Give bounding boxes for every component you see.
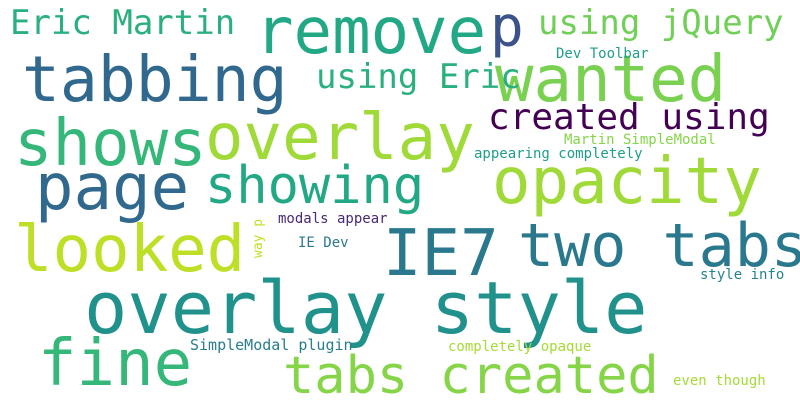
word-overlay: overlay — [205, 101, 475, 175]
word-opacity: opacity — [492, 145, 762, 219]
word-overlay-style: overlay style — [84, 266, 648, 350]
word-eric-martin: Eric Martin — [10, 3, 236, 43]
word-using-eric: using Eric — [316, 57, 521, 97]
word-shows: shows — [14, 107, 207, 181]
word-fine: fine — [38, 327, 193, 401]
word-page: page — [35, 151, 190, 225]
word-appearing-completely: appearing completely — [474, 146, 643, 162]
word-martin-simplemodal: Martin SimpleModal — [564, 132, 716, 148]
word-created-using: created using — [488, 97, 770, 138]
word-remove: remove — [255, 0, 487, 69]
word-simplemodal-plugin: SimpleModal plugin — [190, 336, 353, 354]
word-tabs-created: tabs created — [283, 346, 659, 406]
word-wanted: wanted — [495, 43, 727, 117]
word-ie7: IE7 — [383, 217, 499, 291]
word-using-jquery: using jQuery — [538, 3, 784, 43]
word-way-p: way p — [251, 218, 266, 258]
word-two-tabs: two tabs — [518, 211, 800, 281]
word-ie-dev: IE Dev — [298, 235, 349, 251]
word-showing: showing — [205, 156, 425, 216]
word-tabbing: tabbing — [22, 43, 288, 116]
word-p: p — [490, 0, 524, 60]
word-completely-opaque: completely opaque — [448, 339, 592, 355]
word-looked: looked — [14, 213, 246, 287]
word-style-info: style info — [700, 267, 785, 283]
word-modals-appear: modals appear — [278, 211, 388, 227]
word-even-though: even though — [673, 373, 766, 389]
word-dev-toolbar: Dev Toolbar — [556, 46, 649, 62]
